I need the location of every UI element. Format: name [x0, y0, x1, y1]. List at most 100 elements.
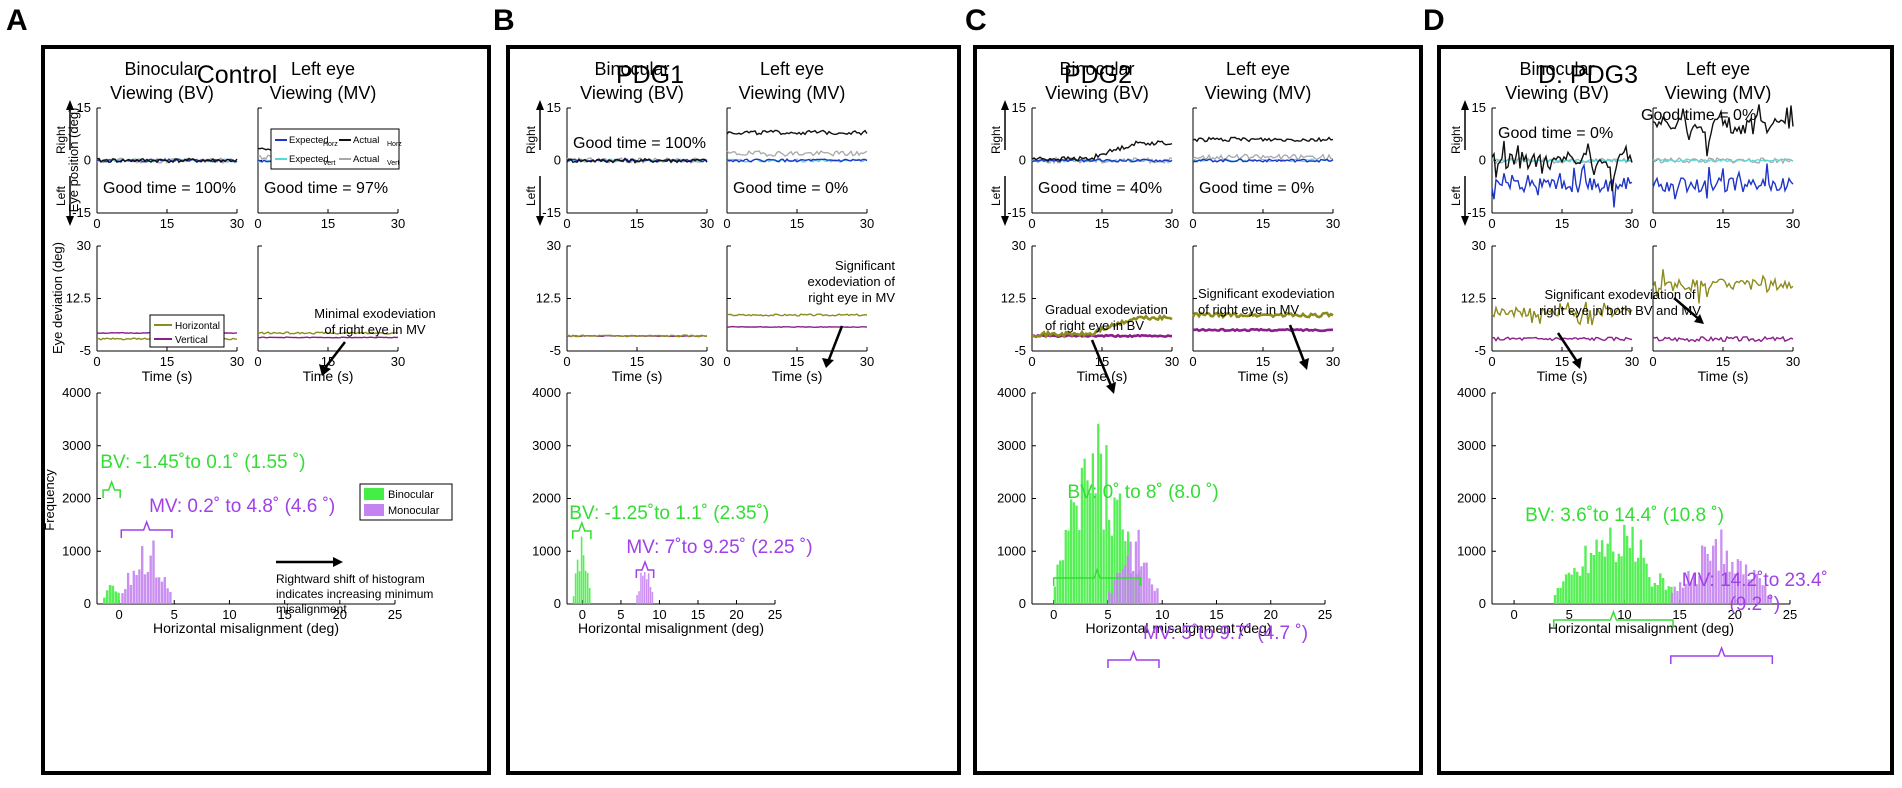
panel-c-hist-ytick-label: 4000 [997, 385, 1026, 400]
panel-d-hist-mv-bar [1744, 564, 1748, 604]
panel-a-hist-mv-bar [169, 592, 172, 604]
panel-c-hist-bv-bar [1086, 480, 1089, 604]
panel-d-hist-mv-bar [1747, 579, 1750, 604]
panel-d-hist-bv-bar [1606, 543, 1609, 604]
panel-a-hist-mv-bar [146, 571, 150, 604]
panel-b-left-label: Left [524, 185, 538, 206]
panel-c-bv-position-xtick-label: 30 [1165, 216, 1179, 231]
panel-a-hist-mv-bar [163, 577, 166, 604]
panel-d-hist-mv-bar [1684, 583, 1687, 604]
panel-c-hist-xtick-label: 0 [1050, 607, 1057, 622]
panel-c-hist-bv-bar [1113, 497, 1116, 604]
panel-d-hist-mv-bar [1750, 579, 1753, 604]
panel-a-deviation-ytick-label: 12.5 [66, 291, 91, 306]
panel-c-hist-ytick-label: 1000 [997, 543, 1026, 558]
panel-a-hist-mv-bar [152, 540, 155, 604]
panel-a-mv-bracket [120, 519, 173, 538]
panel-c-mv-annotation-line2: of right eye in MV [1198, 302, 1299, 317]
panel-b-mv-deviation-xlabel: Time (s) [772, 368, 823, 384]
panel-a-hist-xtick-label: 5 [171, 607, 178, 622]
position-legend-subscript: Horz [323, 141, 338, 148]
panel-a-hist-bv-bar [108, 585, 112, 604]
panel-d-hist-bv-bar [1592, 555, 1595, 604]
panel-c-hist-mv-bar [1126, 556, 1130, 604]
panel-c-hist-mv-bar [1129, 541, 1132, 604]
panel-c-hist-bv-bar [1056, 564, 1059, 604]
panel-b-hist-bv-bar [578, 571, 581, 604]
panel-d-hist-bv-bar [1631, 526, 1634, 604]
panel-b-hist-mv-bar [638, 591, 640, 604]
panel-d-hist-bv-bar [1612, 551, 1615, 604]
panel-frame-a [41, 45, 491, 775]
panel-a-deviation-ytick-label: 30 [77, 238, 91, 253]
panel-d-hist-xtick-label: 10 [1617, 607, 1631, 622]
panel-d-hist-mv-bar [1673, 586, 1676, 604]
panel-a-hist-ytick-label: 2000 [62, 491, 91, 506]
panel-d-hist-mv-bar [1681, 587, 1685, 604]
panel-d-hist-bv-bar [1620, 556, 1623, 604]
panel-c-hist-bv-bar [1108, 520, 1111, 604]
panel-b-bv-position-xtick-label: 30 [700, 216, 714, 231]
panel-b-mv-horizontal-line [726, 313, 868, 317]
panel-a-position-ylabel: Eye position (deg) [66, 108, 81, 213]
panel-d-hist-mv-bar [1725, 550, 1728, 604]
panel-d-mv-bracket [1670, 645, 1774, 664]
panel-d-hist-mv-bar [1731, 561, 1734, 604]
panel-d-hist-bv-bar [1576, 571, 1579, 604]
panel-c-position-ytick-label: -15 [1007, 205, 1026, 220]
panel-b-hist-mv-bar [649, 587, 652, 604]
panel-b-bv-deviation-xtick-label: 0 [563, 354, 570, 369]
panel-a-mv-deviation-xlabel: Time (s) [303, 368, 354, 384]
deviation-legend-box [149, 314, 225, 348]
position-legend-label: Actual [353, 135, 379, 146]
panel-d-mv-deviation-xtick-label: 0 [1649, 354, 1656, 369]
panel-d-hist-mv-bar [1709, 560, 1712, 604]
panel-d-hist-xlabel: Horizontal misalignment (deg) [1548, 620, 1734, 636]
panel-c-hist-bv-bar [1118, 493, 1122, 604]
panel-a-mv-horizontal-line [257, 331, 398, 335]
panel-c-hist-bv-bar [1053, 586, 1056, 604]
panel-c-hist-mv-bar [1140, 566, 1143, 604]
panel-a-left-arrowhead [66, 216, 74, 226]
panel-d-hist-xtick-label: 0 [1510, 607, 1517, 622]
panel-b-mv-actual-vert-line [726, 150, 868, 157]
panel-c-mv-position-xtick-label: 0 [1189, 216, 1196, 231]
panel-d-hist-mv-bar [1742, 574, 1745, 604]
panel-c-mv-position-xtick-label: 15 [1256, 216, 1270, 231]
panel-d-bv-deviation-xtick-label: 0 [1488, 354, 1495, 369]
panel-a-hist-mv-bar [160, 581, 164, 604]
panel-a-bv-actual-horz-line [96, 157, 238, 164]
panel-b-hist-mv-bar [647, 573, 650, 604]
panel-d-mv-expected-horz-line [1652, 163, 1794, 200]
panel-c-hist-mv-bar [1142, 562, 1146, 604]
hist-legend-monocular-label: Monocular [388, 505, 440, 517]
panel-a-hist-mv-bar [132, 570, 135, 604]
panel-b-position-ytick-label: 0 [554, 153, 561, 168]
panel-d-hist-mv-bar [1670, 592, 1674, 604]
panel-d-hist-mv-bar [1758, 578, 1761, 604]
panel-a-hist-xtick-label: 10 [222, 607, 236, 622]
panel-c-hist-bv-bar [1105, 445, 1108, 604]
panel-c-hist-mv-bar [1108, 591, 1111, 604]
panel-d-deviation-ytick-label: 30 [1472, 238, 1486, 253]
panel-b-mv-position-xtick-label: 15 [790, 216, 804, 231]
panel-c-hist-mv-bar [1110, 593, 1113, 604]
panel-b-bv-position-xtick-label: 15 [630, 216, 644, 231]
panel-b-bv-deviation-xtick-label: 30 [700, 354, 714, 369]
panel-d-bv-deviation-xlabel: Time (s) [1537, 368, 1588, 384]
panel-frame-d [1437, 45, 1894, 775]
panel-c-position-ytick-label: 15 [1012, 100, 1026, 115]
panel-c-hist-bv-bar [1080, 467, 1084, 604]
panel-a-hist-xtick-label: 15 [277, 607, 291, 622]
panel-d-hist-bv-bar [1556, 588, 1559, 604]
panel-a-hist-xtick-label: 20 [333, 607, 347, 622]
panel-b-mv-deviation-xtick-label: 0 [723, 354, 730, 369]
panel-b-hist-bv-bar [576, 559, 579, 604]
panel-d-hist-bv-bar [1642, 557, 1645, 604]
panel-b-deviation-ytick-label: -5 [549, 343, 561, 358]
panel-a-hist-mv-bar [124, 589, 127, 604]
panel-b-bv-bracket [572, 520, 592, 539]
panel-a-mv-header-line2: Viewing (MV) [270, 83, 377, 103]
position-legend-subscript: Vert [387, 160, 400, 167]
panel-c-bv-bracket [1052, 567, 1142, 586]
